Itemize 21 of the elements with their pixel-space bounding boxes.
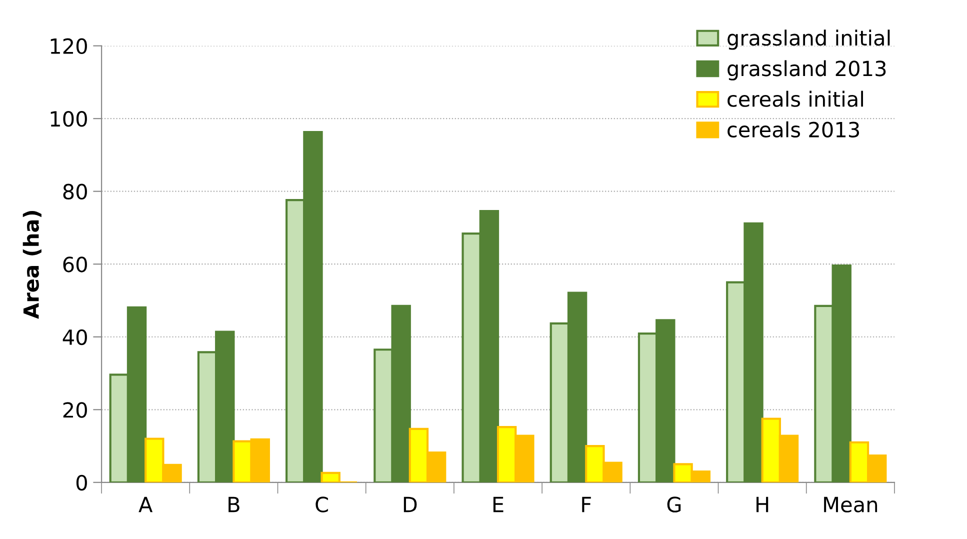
y-tick-label: 20 — [63, 402, 87, 418]
x-tick-label: G — [667, 496, 681, 512]
legend-label: grassland initial — [728, 30, 890, 50]
x-tick-label: F — [582, 496, 591, 512]
x-tick-label: H — [756, 496, 768, 512]
y-tick-label: 120 — [50, 38, 87, 54]
y-axis-title: Area (ha) — [22, 211, 42, 319]
y-tick-label: 80 — [63, 184, 87, 200]
y-tick-label: 40 — [62, 329, 87, 346]
x-tick-label: C — [316, 496, 328, 512]
legend-label: cereals initial — [728, 90, 863, 107]
x-tick-label: D — [404, 496, 417, 512]
x-tick-label: Mean — [824, 496, 878, 512]
x-tick-label: E — [493, 496, 504, 512]
y-tick-label: 100 — [50, 111, 87, 127]
y-tick-label: 0 — [76, 474, 87, 491]
x-tick-label: A — [138, 496, 153, 512]
y-tick-label: 60 — [63, 256, 87, 272]
x-tick-label: B — [228, 496, 240, 512]
legend-label: cereals 2013 — [728, 121, 859, 138]
legend-label: grassland 2013 — [728, 60, 886, 80]
